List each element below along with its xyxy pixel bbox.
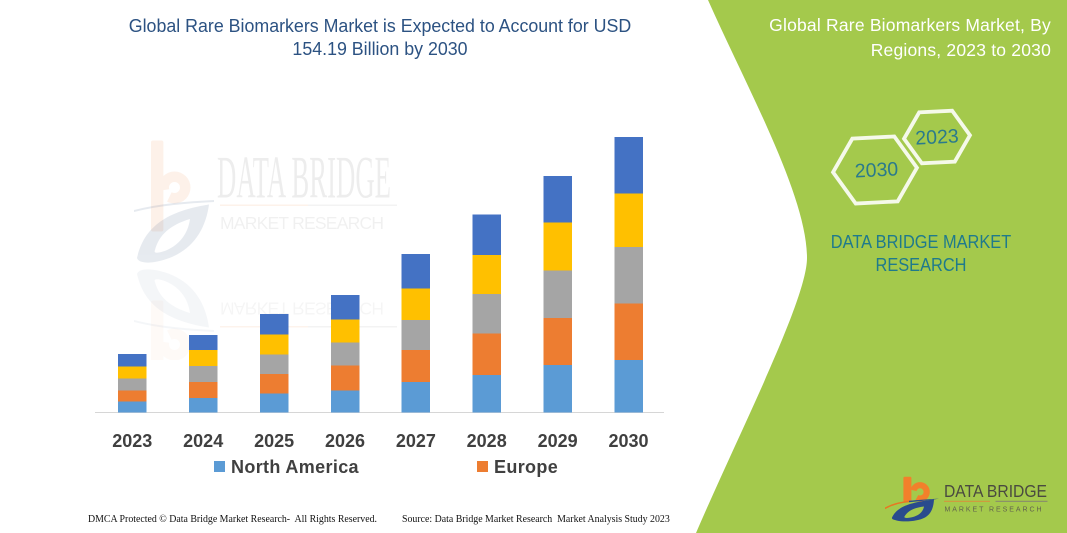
svg-text:MARKET RESEARCH: MARKET RESEARCH xyxy=(220,213,390,233)
svg-text:2030: 2030 xyxy=(854,158,899,182)
svg-text:DATA BRIDGE: DATA BRIDGE xyxy=(944,481,1047,501)
svg-text:MARKET RESEARCH: MARKET RESEARCH xyxy=(945,507,1046,514)
svg-text:2023: 2023 xyxy=(915,125,959,149)
svg-text:DATA BRIDGE: DATA BRIDGE xyxy=(217,145,391,211)
